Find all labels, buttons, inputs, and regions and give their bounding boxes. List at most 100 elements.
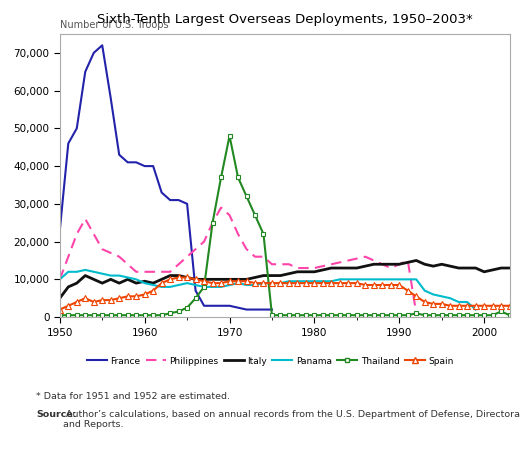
France xyxy=(201,303,207,308)
Panama xyxy=(159,284,165,289)
Philippines xyxy=(252,254,258,260)
France xyxy=(252,307,258,312)
Line: France: France xyxy=(60,45,272,309)
Philippines xyxy=(345,258,352,263)
Philippines xyxy=(294,265,301,271)
Panama xyxy=(413,277,419,282)
France xyxy=(167,198,173,203)
Panama xyxy=(473,307,479,312)
Italy xyxy=(133,280,139,286)
Line: Spain: Spain xyxy=(57,275,512,312)
France xyxy=(210,303,216,308)
Italy xyxy=(226,277,232,282)
France xyxy=(235,305,241,310)
France xyxy=(141,164,148,169)
Panama xyxy=(388,277,394,282)
Line: Philippines: Philippines xyxy=(60,207,416,313)
Philippines xyxy=(379,261,385,267)
Spain xyxy=(371,282,377,288)
Philippines xyxy=(74,231,80,237)
Panama xyxy=(456,299,462,305)
Philippines xyxy=(354,256,360,261)
Italy xyxy=(303,269,309,275)
Thailand xyxy=(337,313,343,318)
Legend: France, Philippines, Italy, Panama, Thailand, Spain: France, Philippines, Italy, Panama, Thai… xyxy=(83,353,458,369)
Philippines xyxy=(277,261,283,267)
France xyxy=(269,307,275,312)
Italy xyxy=(413,258,419,263)
Thailand xyxy=(226,133,232,139)
Philippines xyxy=(413,311,419,316)
Philippines xyxy=(286,261,292,267)
Text: Chart 6: Chart 6 xyxy=(6,4,44,13)
Spain xyxy=(57,307,63,312)
France xyxy=(261,307,267,312)
Panama xyxy=(311,279,318,284)
France xyxy=(192,288,199,294)
Thailand xyxy=(311,313,318,318)
Title: Sixth-Tenth Largest Overseas Deployments, 1950–2003*: Sixth-Tenth Largest Overseas Deployments… xyxy=(97,13,473,26)
Thailand xyxy=(371,313,377,318)
Panama xyxy=(65,269,71,275)
Philippines xyxy=(362,254,369,260)
Line: Italy: Italy xyxy=(60,260,510,298)
Panama xyxy=(243,282,250,288)
Philippines xyxy=(269,261,275,267)
Philippines xyxy=(159,269,165,275)
Italy xyxy=(328,265,334,271)
Italy xyxy=(57,295,63,301)
Panama xyxy=(447,295,453,301)
France xyxy=(243,307,250,312)
Philippines xyxy=(65,254,71,260)
Text: * Data for 1951 and 1952 are estimated.: * Data for 1951 and 1952 are estimated. xyxy=(36,392,230,401)
Panama xyxy=(320,279,326,284)
France xyxy=(133,159,139,165)
Spain xyxy=(328,280,334,286)
Panama xyxy=(422,288,428,294)
Thailand xyxy=(506,313,513,318)
Philippines xyxy=(328,261,334,267)
Philippines xyxy=(57,277,63,282)
Line: Thailand: Thailand xyxy=(57,134,512,318)
Philippines xyxy=(125,261,131,267)
Panama xyxy=(201,284,207,289)
Panama xyxy=(133,277,139,282)
Philippines xyxy=(337,260,343,265)
Panama xyxy=(303,279,309,284)
Panama xyxy=(438,294,445,299)
Panama xyxy=(184,280,190,286)
Thailand xyxy=(133,313,139,318)
Philippines xyxy=(184,254,190,260)
Philippines xyxy=(371,258,377,263)
Line: Panama: Panama xyxy=(60,270,476,309)
Philippines xyxy=(210,220,216,226)
Philippines xyxy=(303,265,309,271)
Spain xyxy=(175,275,181,280)
Thailand xyxy=(235,175,241,180)
Philippines xyxy=(108,250,114,255)
Panama xyxy=(82,267,88,273)
Text: Source:: Source: xyxy=(36,410,77,419)
France xyxy=(99,43,106,48)
Panama xyxy=(354,277,360,282)
Philippines xyxy=(396,261,402,267)
Philippines xyxy=(90,231,97,237)
Philippines xyxy=(311,265,318,271)
Philippines xyxy=(243,246,250,252)
Spain xyxy=(337,280,343,286)
Panama xyxy=(362,277,369,282)
France xyxy=(65,141,71,146)
France xyxy=(218,303,224,308)
Panama xyxy=(337,277,343,282)
Philippines xyxy=(235,231,241,237)
Philippines xyxy=(150,269,157,275)
Panama xyxy=(286,279,292,284)
Philippines xyxy=(82,216,88,222)
Panama xyxy=(192,282,199,288)
Philippines xyxy=(218,205,224,210)
Philippines xyxy=(405,258,411,263)
Panama xyxy=(210,284,216,289)
Spain xyxy=(133,294,139,299)
France xyxy=(116,152,122,158)
Philippines xyxy=(192,246,199,252)
